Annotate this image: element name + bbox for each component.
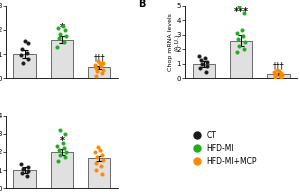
Point [198,67,203,70]
Point [61,25,65,28]
Point [58,153,62,156]
Point [26,169,31,172]
Point [58,32,62,35]
Point [242,48,246,51]
Y-axis label: Chop mRNA levels
(A.U.): Chop mRNA levels (A.U.) [168,13,179,71]
Point [24,174,29,177]
Point [19,54,23,57]
Point [62,28,67,31]
Point [98,148,103,151]
Point [92,63,97,67]
Bar [88,67,110,78]
Point [277,69,282,73]
Point [272,71,276,74]
Point [96,146,100,149]
Text: B: B [138,0,146,9]
Text: *: * [59,23,64,33]
Point [58,129,62,132]
Point [242,11,246,15]
Point [62,156,67,159]
Point [19,162,23,165]
Point [242,41,247,44]
Point [205,61,210,64]
Point [273,74,278,77]
Point [100,72,105,75]
Point [100,154,105,157]
Point [203,71,208,74]
Point [274,72,279,75]
Text: †††: ††† [272,61,284,70]
Point [93,169,98,172]
Point [25,166,30,169]
Point [235,51,240,54]
Point [240,29,244,32]
Point [56,26,61,29]
Point [100,158,105,162]
Point [20,168,25,171]
Point [204,64,209,68]
Point [200,62,204,65]
Point [57,37,62,40]
Point [57,149,62,152]
Bar [14,170,36,188]
Point [24,51,29,54]
Point [93,74,98,77]
Point [236,38,241,41]
Point [98,62,103,65]
Text: *: * [59,136,64,146]
Point [198,59,203,62]
Point [92,150,97,153]
Text: †††: ††† [94,54,105,63]
Point [100,172,105,175]
Point [272,75,277,78]
Bar [193,64,215,78]
Point [280,73,284,76]
Point [26,42,31,45]
Point [202,56,207,60]
Point [94,67,99,70]
Point [63,150,68,153]
Point [94,161,99,164]
Point [56,159,61,163]
Point [275,68,280,71]
Point [61,141,65,145]
Point [279,72,284,75]
Point [100,61,105,64]
Point [197,54,202,57]
Bar [88,158,110,188]
Point [241,35,245,38]
Point [55,45,60,48]
Point [95,156,100,159]
Point [99,165,103,168]
Point [20,61,25,64]
Point [22,39,27,42]
Point [61,147,66,150]
Bar [51,152,73,188]
Point [96,60,100,63]
Point [99,65,103,68]
Point [63,34,68,37]
Point [19,48,24,51]
Point [100,68,105,71]
Point [95,69,100,73]
Point [279,76,284,79]
Bar [14,54,36,78]
Point [55,144,60,147]
Point [237,4,242,7]
Text: ***: *** [233,7,248,17]
Legend: CT, HFD-MI, HFD-MI+MCP: CT, HFD-MI, HFD-MI+MCP [189,131,257,166]
Point [237,45,242,48]
Bar [230,41,252,78]
Point [62,132,67,135]
Point [19,172,24,175]
Bar [267,74,290,78]
Bar [51,40,73,78]
Point [61,41,66,44]
Point [278,74,283,78]
Point [234,32,239,35]
Point [25,57,30,61]
